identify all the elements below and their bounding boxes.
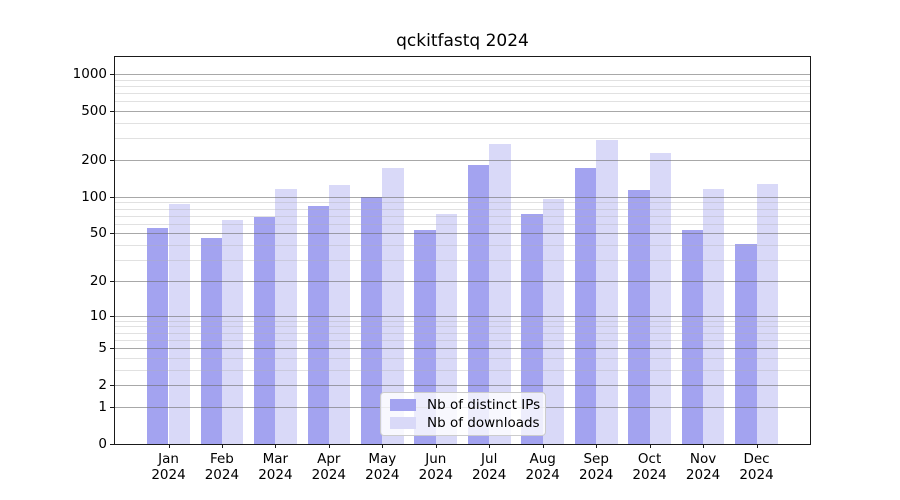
bar-downloads-dec	[756, 184, 778, 444]
legend-entry-distinct-ips: Nb of distinct IPs	[390, 397, 540, 413]
y-tick-label-5: 5	[98, 340, 107, 356]
y-tick-label-1000: 1000	[72, 66, 107, 82]
y-tick-mark-20	[110, 281, 114, 282]
bar-downloads-mar	[275, 188, 297, 444]
y-tick-mark-5	[110, 348, 114, 349]
bar-downloads-apr	[328, 185, 351, 444]
x-tick-label-jul: Jul 2024	[472, 451, 507, 483]
x-tick-label-dec: Dec 2024	[739, 451, 774, 483]
bar-downloads-nov	[703, 189, 725, 444]
x-tick-label-oct: Oct 2024	[632, 451, 667, 483]
y-tick-mark-500	[110, 111, 114, 113]
y-tick-label-100: 100	[81, 188, 107, 205]
bar-distinct-ips-jun	[414, 230, 436, 444]
legend-label-downloads: Nb of downloads	[427, 414, 540, 431]
y-tick-mark-200	[110, 160, 114, 161]
x-tick-mark-mar	[275, 444, 277, 448]
x-tick-label-aug: Aug 2024	[525, 451, 560, 483]
y-tick-mark-100	[110, 196, 114, 198]
x-tick-mark-nov	[703, 444, 705, 448]
y-tick-label-10: 10	[89, 307, 107, 324]
x-tick-mark-jul	[489, 444, 491, 448]
bar-distinct-ips-mar	[254, 216, 276, 444]
bar-downloads-jul	[489, 143, 511, 444]
bars-layer	[115, 57, 810, 444]
x-tick-mark-dec	[756, 444, 758, 448]
x-tick-label-may: May 2024	[365, 451, 400, 483]
y-tick-mark-2	[110, 385, 114, 387]
y-tick-mark-1	[110, 406, 114, 408]
x-tick-mark-feb	[221, 444, 223, 448]
bar-downloads-may	[382, 167, 404, 444]
legend-swatch-distinct-ips-icon	[390, 399, 416, 412]
y-tick-mark-10	[110, 315, 114, 317]
bar-distinct-ips-may	[360, 196, 383, 444]
x-tick-mark-may	[382, 444, 384, 448]
bar-distinct-ips-nov	[681, 230, 704, 444]
bar-downloads-feb	[221, 219, 244, 444]
bar-distinct-ips-feb	[200, 237, 222, 444]
x-tick-mark-apr	[328, 444, 330, 448]
x-tick-label-jan: Jan 2024	[151, 451, 186, 483]
x-tick-label-feb: Feb 2024	[204, 451, 240, 483]
legend-entry-downloads: Nb of downloads	[390, 415, 540, 431]
x-tick-mark-jun	[435, 444, 437, 448]
legend-label-distinct-ips: Nb of distinct IPs	[427, 397, 541, 414]
x-tick-mark-oct	[649, 444, 651, 448]
bar-downloads-sep	[596, 140, 618, 444]
x-tick-mark-aug	[542, 444, 544, 448]
bar-distinct-ips-jan	[147, 228, 169, 444]
legend: Nb of distinct IPs Nb of downloads	[380, 392, 546, 436]
y-tick-label-20: 20	[89, 273, 107, 289]
bar-distinct-ips-aug	[521, 213, 543, 444]
bar-distinct-ips-oct	[628, 189, 650, 444]
bar-downloads-jan	[168, 204, 190, 444]
legend-swatch-downloads-icon	[390, 416, 416, 429]
y-tick-mark-0	[110, 444, 114, 445]
bar-distinct-ips-dec	[735, 243, 757, 444]
bar-downloads-jun	[435, 214, 458, 444]
y-tick-label-50: 50	[89, 225, 107, 242]
x-tick-label-jun: Jun 2024	[418, 451, 453, 483]
y-tick-label-1: 1	[98, 398, 107, 415]
bar-downloads-oct	[649, 153, 671, 444]
x-tick-label-apr: Apr 2024	[311, 451, 346, 483]
x-tick-mark-jan	[168, 444, 170, 448]
y-tick-mark-1000	[110, 74, 114, 75]
bar-downloads-aug	[542, 198, 565, 444]
y-tick-label-0: 0	[98, 436, 107, 452]
y-tick-label-200: 200	[81, 152, 107, 168]
x-tick-mark-sep	[596, 444, 598, 448]
x-tick-label-sep: Sep 2024	[579, 451, 614, 483]
bar-distinct-ips-apr	[307, 206, 329, 444]
bar-distinct-ips-sep	[574, 168, 597, 444]
y-tick-label-2: 2	[98, 377, 107, 394]
plot-area	[114, 56, 811, 445]
chart-title: qckitfastq 2024	[396, 31, 529, 51]
y-tick-label-500: 500	[81, 103, 107, 120]
x-tick-label-nov: Nov 2024	[685, 451, 721, 483]
x-tick-label-mar: Mar 2024	[258, 451, 293, 483]
bar-distinct-ips-jul	[467, 165, 490, 444]
y-tick-mark-50	[110, 233, 114, 235]
